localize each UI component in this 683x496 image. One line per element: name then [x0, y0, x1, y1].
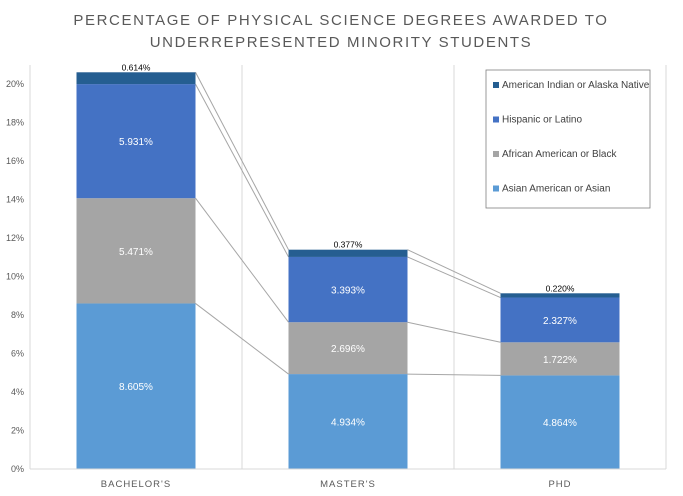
bar-segment	[500, 375, 620, 469]
series-line	[195, 72, 289, 250]
data-label: 4.864%	[543, 418, 577, 429]
y-tick-label: 6%	[11, 349, 24, 359]
x-category-label: BACHELOR'S	[101, 479, 171, 490]
legend-entry: Hispanic or Latino	[502, 115, 582, 126]
data-label: 3.393%	[331, 286, 365, 297]
y-tick-label: 20%	[6, 79, 24, 89]
data-label: 5.931%	[119, 137, 153, 148]
data-label: 0.220%	[546, 283, 575, 293]
y-tick-label: 2%	[11, 426, 24, 436]
chart-title-line-1: PERCENTAGE OF PHYSICAL SCIENCE DEGREES A…	[73, 12, 608, 29]
y-tick-label: 12%	[6, 233, 24, 243]
y-tick-label: 8%	[11, 310, 24, 320]
bar-segment	[76, 84, 196, 199]
y-tick-label: 0%	[11, 464, 24, 474]
bar-segment	[76, 72, 196, 85]
series-line	[407, 249, 501, 294]
series-line	[407, 321, 501, 343]
bar-segment	[76, 198, 196, 304]
data-label: 1.722%	[543, 355, 577, 366]
data-label: 2.327%	[543, 316, 577, 327]
data-label: 0.614%	[122, 62, 151, 72]
y-tick-label: 18%	[6, 118, 24, 128]
data-label: 0.377%	[334, 240, 363, 250]
series-line	[407, 373, 501, 376]
bar-segment	[500, 297, 620, 343]
legend-swatch	[493, 82, 499, 88]
bar-segment	[500, 342, 620, 376]
bar-segment	[288, 256, 408, 323]
bar-segment	[288, 249, 408, 257]
legend-box	[485, 69, 651, 209]
bar-segment	[76, 303, 196, 469]
legend-entry: Asian American or Asian	[502, 184, 610, 195]
legend-entry: African American or Black	[502, 149, 617, 160]
legend-entry: American Indian or Alaska Native	[502, 80, 650, 91]
series-line	[195, 197, 289, 323]
chart-title-line-2: UNDERREPRESENTED MINORITY STUDENTS	[150, 34, 533, 51]
y-tick-label: 16%	[6, 156, 24, 166]
y-tick-label: 4%	[11, 387, 24, 397]
bar-segment	[288, 374, 408, 469]
data-label: 5.471%	[119, 247, 153, 258]
series-line	[407, 256, 501, 298]
data-label: 2.696%	[331, 344, 365, 355]
y-tick-label: 10%	[6, 272, 24, 282]
bar-segment	[288, 322, 408, 375]
data-label: 8.605%	[119, 382, 153, 393]
data-label: 4.934%	[331, 418, 365, 429]
legend-swatch	[493, 185, 499, 192]
legend-swatch	[493, 151, 499, 157]
bar-segment	[500, 293, 620, 298]
series-line	[195, 83, 289, 258]
x-category-label: MASTER'S	[320, 479, 376, 490]
x-category-label: PHD	[548, 479, 571, 490]
legend-swatch	[493, 116, 499, 123]
y-tick-label: 14%	[6, 195, 24, 205]
series-line	[195, 303, 289, 375]
